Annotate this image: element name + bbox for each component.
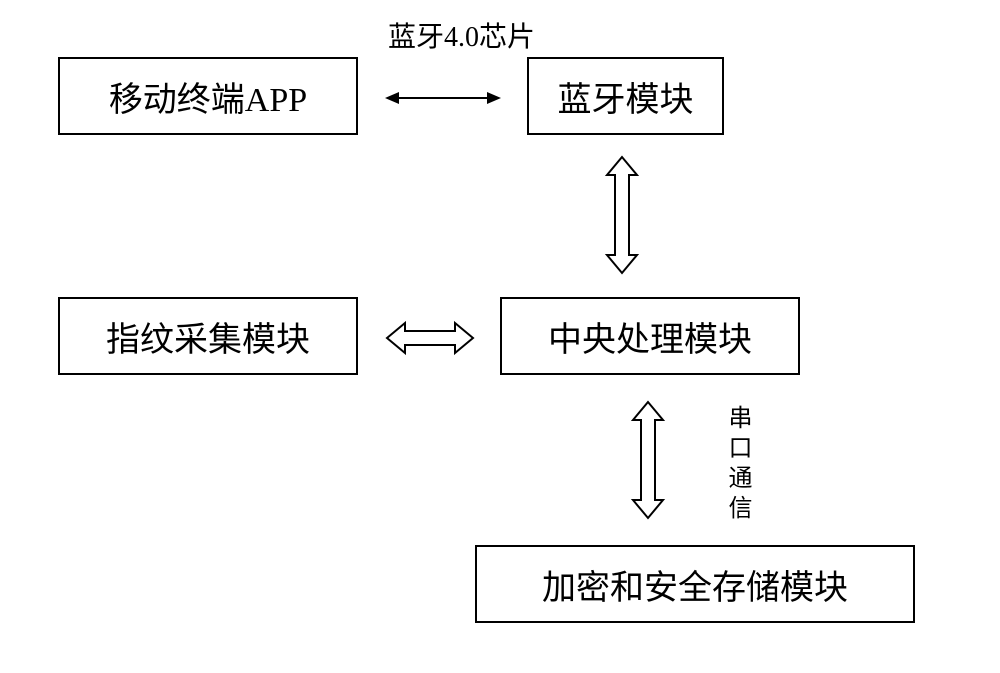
node-encrypt-label: 加密和安全存储模块 (542, 560, 848, 609)
node-cpu: 中央处理模块 (500, 297, 800, 375)
node-fingerprint: 指纹采集模块 (58, 297, 358, 375)
node-bluetooth-label: 蓝牙模块 (558, 72, 694, 121)
node-mobile-app-label: 移动终端APP (109, 72, 307, 121)
node-encrypt: 加密和安全存储模块 (475, 545, 915, 623)
node-cpu-label: 中央处理模块 (548, 312, 752, 361)
arrow-hollow-h (385, 318, 475, 358)
label-bluetooth-chip: 蓝牙4.0芯片 (388, 15, 535, 55)
node-mobile-app: 移动终端APP (58, 57, 358, 135)
arrow-hollow-v1 (602, 155, 642, 275)
node-bluetooth: 蓝牙模块 (527, 57, 724, 135)
arrow-hollow-v2 (628, 400, 668, 520)
node-fingerprint-label: 指纹采集模块 (106, 312, 310, 361)
arrow-solid-bidir (383, 86, 503, 110)
label-serial: 串口通信 (720, 405, 755, 525)
